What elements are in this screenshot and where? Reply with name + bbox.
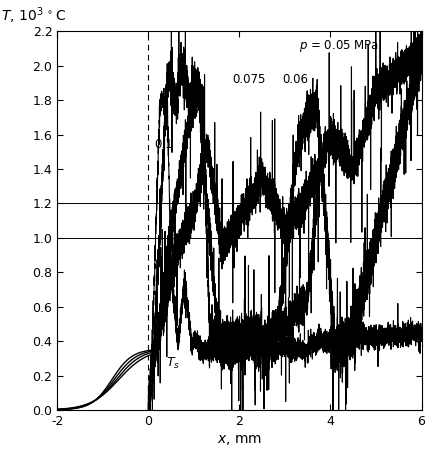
Text: $T$, 10$^3\,^\circ$C: $T$, 10$^3\,^\circ$C [1, 5, 66, 26]
Text: 0.1: 0.1 [154, 139, 172, 151]
Text: $p$ = 0.05 MPa: $p$ = 0.05 MPa [298, 38, 378, 53]
X-axis label: $x$, mm: $x$, mm [216, 434, 261, 448]
Text: 0.075: 0.075 [232, 73, 265, 86]
Text: 0.06: 0.06 [282, 73, 308, 86]
Text: $T_s$: $T_s$ [165, 356, 179, 371]
